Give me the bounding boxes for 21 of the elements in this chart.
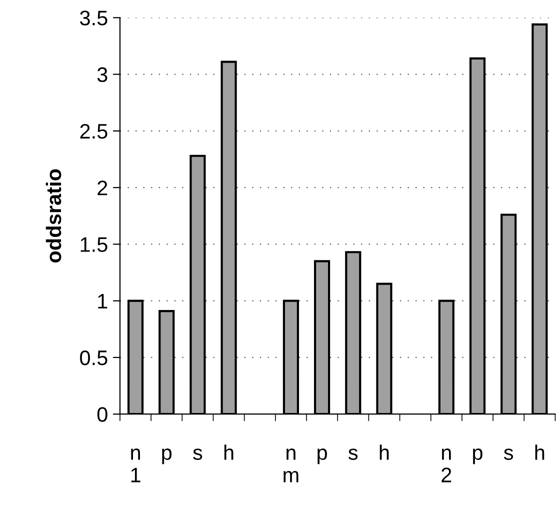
y-tick-label: 3 <box>97 67 108 82</box>
x-tick-label: p <box>318 448 327 464</box>
x-tick-label: s <box>348 448 358 460</box>
x-tick-label: n 1 <box>131 448 140 482</box>
x-tick-label: h <box>380 444 389 460</box>
x-tick-label: p <box>162 448 172 464</box>
y-tick-label: 3.5 <box>80 10 108 26</box>
x-tick-label: h <box>224 444 234 460</box>
x-tick-label: n m <box>284 448 298 482</box>
x-tick-label: s <box>193 448 202 460</box>
y-tick-label: 0.5 <box>80 350 108 366</box>
y-tick-label: 2 <box>98 180 108 196</box>
y-tick-label: 2.5 <box>80 124 108 139</box>
x-tick-label: p <box>473 448 482 464</box>
y-axis-title: oddsratio <box>46 169 62 263</box>
y-tick-label: 1.5 <box>80 237 108 252</box>
x-tick-label: s <box>504 448 514 460</box>
x-tick-label: n 2 <box>442 448 452 482</box>
x-tick-label: h <box>535 444 544 460</box>
y-tick-label: 0 <box>97 407 108 422</box>
y-tick-label: 1 <box>98 294 108 308</box>
